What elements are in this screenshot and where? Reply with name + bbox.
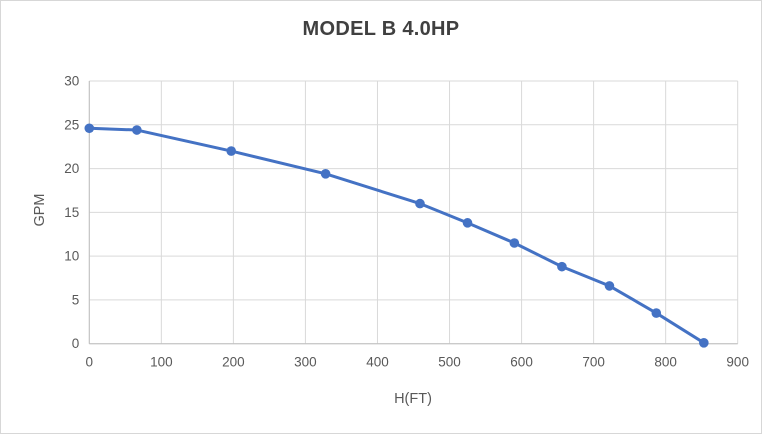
x-tick-label: 0 [86, 355, 94, 370]
data-point-marker [462, 218, 473, 228]
data-point-marker [699, 338, 709, 348]
x-tick-label: 800 [654, 355, 677, 370]
x-tick-label: 400 [366, 355, 389, 370]
x-tick-label: 600 [510, 355, 533, 370]
data-point-marker [509, 238, 520, 248]
x-axis-title: H(FT) [394, 391, 432, 407]
y-tick-label: 25 [64, 117, 79, 132]
x-tick-label: 700 [582, 355, 605, 370]
data-point-marker [415, 198, 425, 209]
y-tick-label: 30 [64, 74, 79, 89]
data-point-marker [226, 146, 237, 156]
data-point-marker [84, 123, 95, 134]
y-tick-label: 5 [72, 292, 80, 307]
y-tick-label: 10 [64, 249, 79, 264]
data-point-marker [604, 281, 615, 291]
x-tick-label: 900 [726, 355, 749, 370]
data-line [87, 126, 706, 345]
y-tick-label: 0 [72, 336, 80, 351]
chart-title: MODEL B 4.0HP [302, 18, 460, 40]
data-point-marker [651, 308, 662, 318]
data-point-marker [557, 261, 567, 272]
y-tick-label: 15 [64, 205, 79, 220]
y-axis-title: GPM [32, 193, 48, 227]
x-tick-label: 100 [150, 355, 173, 370]
x-tick-label: 300 [294, 355, 317, 370]
y-tick-label: 20 [64, 161, 79, 176]
x-tick-label: 200 [222, 355, 245, 370]
x-tick-label: 500 [438, 355, 461, 370]
data-point-marker [320, 169, 331, 179]
data-point-marker [132, 125, 142, 135]
